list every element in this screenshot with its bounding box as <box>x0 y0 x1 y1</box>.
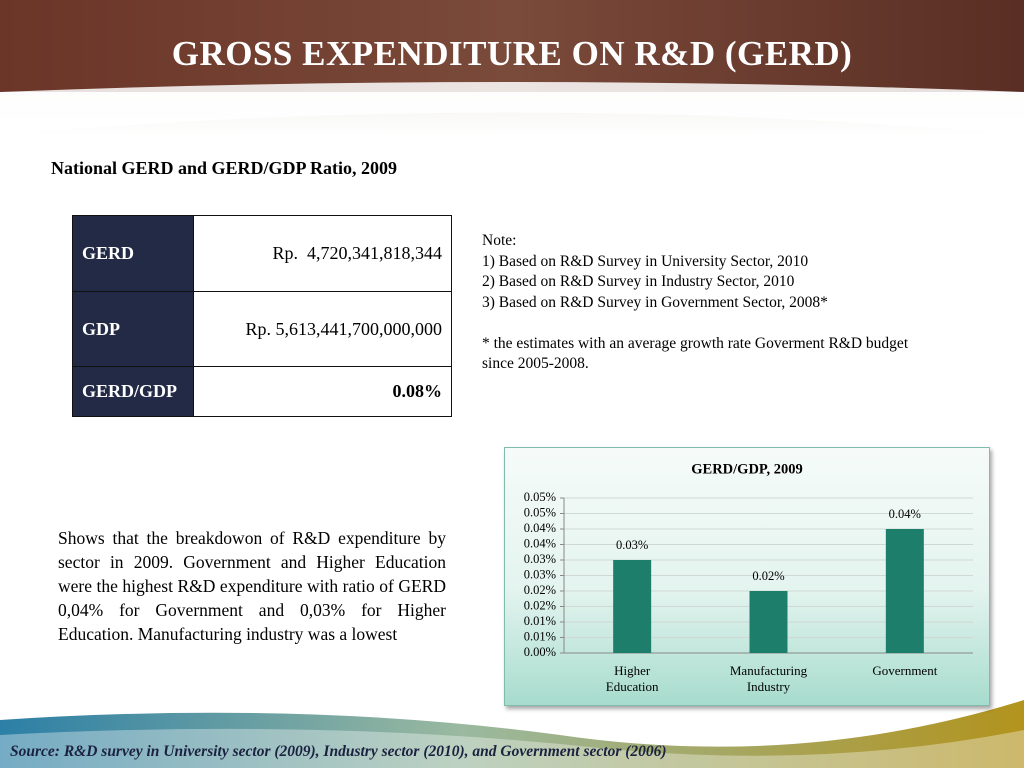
source: Source: R&D survey in University sector … <box>10 743 667 760</box>
bar <box>613 560 652 653</box>
bar <box>749 591 788 653</box>
slide-title: GROSS EXPENDITURE ON R&D (GERD) <box>171 34 853 73</box>
row-value: Rp. 4,720,341,818,344 <box>193 215 452 292</box>
value-label: 0.03% <box>616 538 648 552</box>
row-value: Rp. 5,613,441,700,000,000 <box>193 291 452 367</box>
row-label: GERD <box>72 215 194 292</box>
x-tick-label: Higher Education <box>605 663 659 694</box>
y-tick-label: 0.03% <box>524 552 556 566</box>
value-label: 0.04% <box>889 507 921 521</box>
y-tick-label: 0.00% <box>524 645 556 659</box>
paragraph: Shows that the breakdowon of R&D expendi… <box>58 528 446 644</box>
y-tick-label: 0.02% <box>524 583 556 597</box>
y-tick-label: 0.04% <box>524 521 556 535</box>
y-tick-label: 0.02% <box>524 598 556 612</box>
notes-title: Note: <box>482 232 517 249</box>
table-caption: National GERD and GERD/GDP Ratio, 2009 <box>51 158 398 178</box>
value-label: 0.02% <box>752 569 784 583</box>
chart-title: GERD/GDP, 2009 <box>691 461 802 477</box>
row-label: GDP <box>72 291 194 367</box>
y-tick-label: 0.03% <box>524 567 556 581</box>
x-tick-label: Manufacturing Industry <box>729 663 808 694</box>
chart-box: GERD/GDP, 2009 0.00% 0.01% 0.01% 0.02% 0.02%… <box>504 447 990 706</box>
note-item: 3) Based on R&D Survey in Government Sec… <box>482 293 828 311</box>
chart: GERD/GDP, 2009 0.00%0.01%0.01%0.02%0.02%… <box>524 461 973 659</box>
y-tick-label: 0.05% <box>524 505 556 519</box>
data-table: GERD Rp. 4,720,341,818,344 GDP Rp. 5,613,4… <box>72 215 452 417</box>
note-item: 2) Based on R&D Survey in Industry Secto… <box>482 273 795 290</box>
bar <box>885 529 924 653</box>
notes: Note: 1) Based on R&D Survey in Universi… <box>482 231 932 375</box>
row-value: 0.08% <box>193 366 452 417</box>
row-label: GERD/GDP <box>72 366 194 417</box>
footnote: * the estimates with an average growth r… <box>482 334 909 373</box>
y-tick-label: 0.01% <box>524 629 556 643</box>
y-tick-label: 0.05% <box>524 490 556 504</box>
x-tick-label: Government <box>872 663 938 678</box>
note-item: 1) Based on R&D Survey in University Sec… <box>482 252 809 270</box>
y-tick-label: 0.04% <box>524 536 556 550</box>
y-tick-label: 0.01% <box>524 614 556 628</box>
